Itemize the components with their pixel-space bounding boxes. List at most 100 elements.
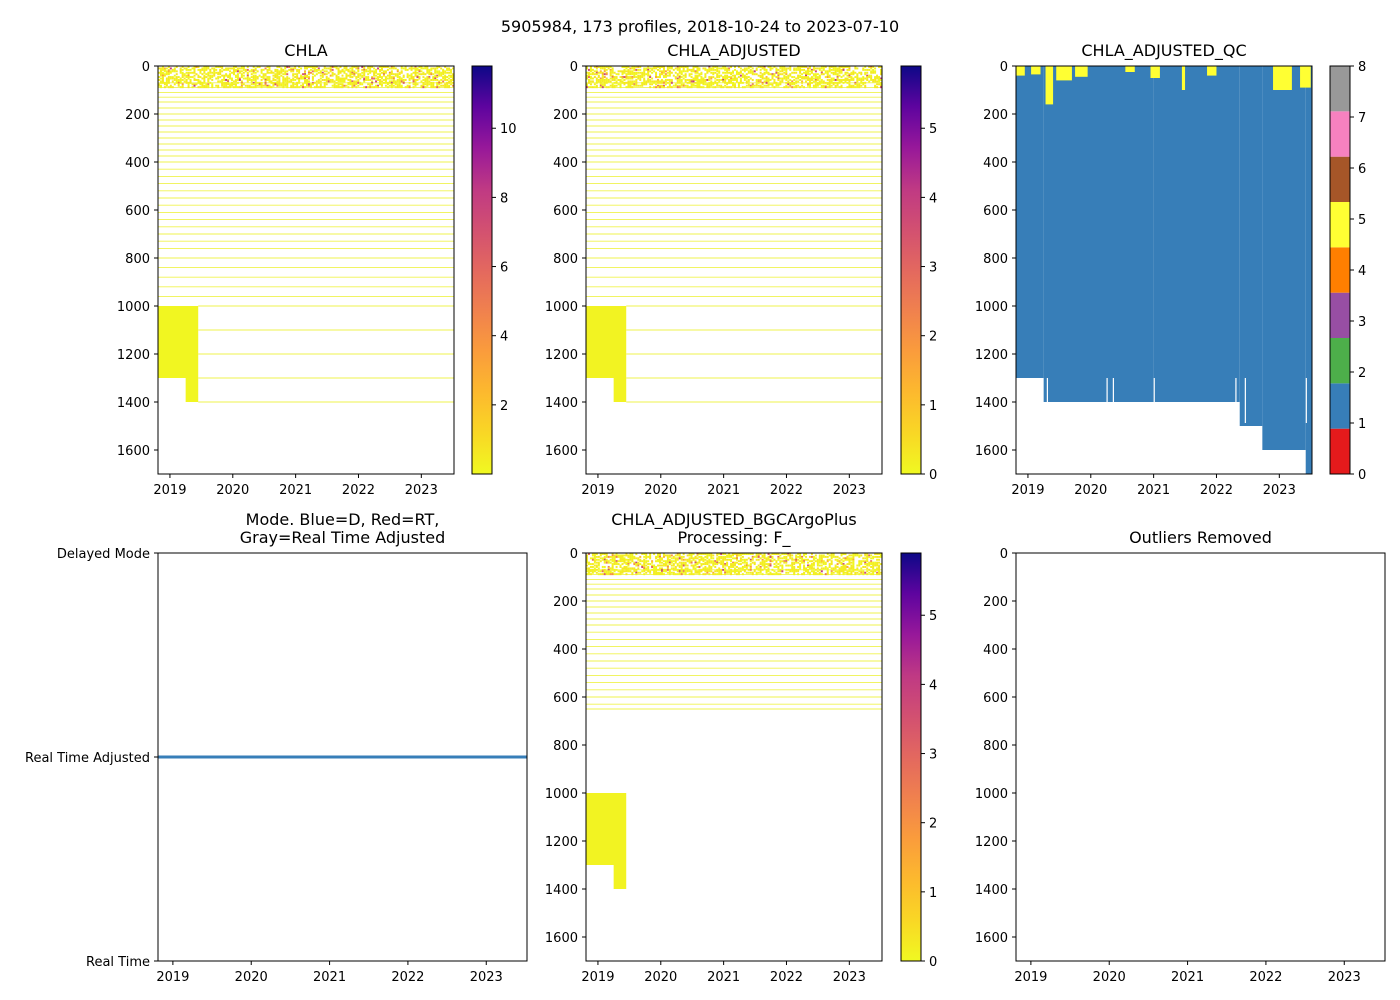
heatmap-cell bbox=[791, 570, 794, 573]
heatmap-cell bbox=[769, 68, 772, 71]
heatmap-cell bbox=[718, 555, 721, 558]
heatmap-cell bbox=[722, 564, 725, 567]
heatmap-cell bbox=[181, 84, 184, 87]
heatmap-cell bbox=[197, 78, 200, 81]
heatmap-cell bbox=[223, 84, 226, 87]
heatmap-cell bbox=[611, 563, 614, 566]
heatmap-cell bbox=[637, 558, 640, 561]
heatmap-cell bbox=[876, 563, 879, 566]
heatmap-cell bbox=[812, 558, 815, 561]
heatmap-cell bbox=[866, 570, 869, 573]
heatmap-cell bbox=[418, 66, 421, 68]
heatmap-cell bbox=[631, 77, 634, 80]
heatmap-cell bbox=[635, 557, 638, 560]
heatmap-cell bbox=[834, 81, 837, 84]
heatmap-cell bbox=[714, 565, 717, 568]
heatmap-cell bbox=[262, 77, 265, 80]
heatmap-cell bbox=[187, 83, 190, 86]
heatmap-cell bbox=[826, 83, 829, 86]
heatmap-cell bbox=[747, 66, 750, 68]
heatmap-cell bbox=[812, 73, 815, 76]
heatmap-cell bbox=[175, 73, 178, 76]
heatmap-cell bbox=[635, 553, 638, 555]
heatmap-cell bbox=[838, 70, 841, 73]
heatmap-cell bbox=[635, 73, 638, 76]
heatmap-cell bbox=[680, 73, 683, 76]
heatmap-cell bbox=[735, 73, 738, 76]
heatmap-cell bbox=[688, 568, 691, 571]
heatmap-cell bbox=[795, 71, 798, 74]
heatmap-cell bbox=[690, 560, 693, 563]
heatmap-cell bbox=[631, 70, 634, 73]
heatmap-cell bbox=[826, 73, 829, 76]
heatmap-cell bbox=[262, 84, 265, 87]
y-tick-label: 1600 bbox=[545, 931, 578, 946]
heatmap-cell bbox=[278, 66, 281, 68]
heatmap-cell bbox=[712, 560, 715, 563]
heatmap-cell bbox=[840, 554, 843, 557]
heatmap-cell bbox=[710, 554, 713, 557]
heatmap-cell bbox=[363, 80, 366, 83]
heatmap-cell bbox=[292, 83, 295, 86]
heatmap-cell bbox=[696, 557, 699, 560]
heatmap-cell bbox=[662, 68, 665, 71]
heatmap-cell bbox=[284, 66, 287, 68]
heatmap-cell bbox=[852, 71, 855, 74]
heatmap-cell bbox=[635, 568, 638, 571]
heatmap-cell bbox=[599, 573, 602, 576]
heatmap-cell bbox=[726, 564, 729, 567]
heatmap-cell bbox=[355, 76, 358, 79]
heatmap-cell bbox=[876, 568, 879, 571]
heatmap-cell bbox=[659, 554, 661, 557]
heatmap-cell bbox=[586, 86, 588, 89]
heatmap-cell bbox=[666, 557, 669, 560]
heatmap-cell bbox=[605, 81, 608, 84]
heatmap-cell bbox=[808, 84, 811, 87]
heatmap-cell bbox=[688, 78, 691, 81]
heatmap-cell bbox=[274, 81, 277, 84]
heatmap-cell bbox=[830, 573, 833, 576]
heatmap-cell bbox=[690, 80, 693, 83]
heatmap-cell bbox=[850, 71, 853, 74]
heatmap-cell bbox=[868, 554, 871, 557]
colorbar-tick-label: 1 bbox=[929, 886, 937, 901]
heatmap-cell bbox=[666, 68, 669, 71]
heatmap-cell bbox=[392, 84, 395, 87]
heatmap-cell bbox=[726, 67, 729, 70]
heatmap-cell bbox=[603, 73, 606, 76]
heatmap-cell bbox=[678, 67, 681, 70]
heatmap-cell bbox=[367, 76, 370, 79]
heatmap-cell bbox=[700, 71, 703, 74]
heatmap-cell bbox=[591, 77, 594, 80]
heatmap-cell bbox=[676, 80, 679, 83]
heatmap-cell bbox=[803, 567, 806, 570]
heatmap-cell bbox=[159, 70, 162, 73]
heatmap-cell bbox=[607, 568, 610, 571]
qc5-bar bbox=[1300, 66, 1311, 88]
heatmap-cell bbox=[662, 563, 665, 566]
heatmap-cell bbox=[880, 70, 882, 73]
heatmap-cell bbox=[852, 84, 855, 87]
heatmap-cell bbox=[848, 554, 851, 557]
heatmap-cell bbox=[759, 561, 762, 564]
y-tick-label: 1400 bbox=[975, 396, 1008, 411]
heatmap-cell bbox=[702, 557, 705, 560]
heatmap-cell bbox=[783, 86, 786, 89]
heatmap-cell bbox=[739, 557, 742, 560]
heatmap-cell bbox=[595, 81, 598, 84]
heatmap-cell bbox=[367, 86, 370, 89]
heatmap-cell bbox=[726, 570, 729, 573]
heatmap-cell bbox=[824, 66, 827, 68]
heatmap-cell bbox=[641, 565, 644, 568]
heatmap-cell bbox=[716, 558, 719, 561]
heatmap-cell bbox=[266, 84, 269, 87]
heatmap-cell bbox=[834, 66, 837, 68]
heatmap-cell bbox=[400, 67, 403, 70]
heatmap-cell bbox=[262, 73, 265, 76]
heatmap-cell bbox=[408, 67, 411, 70]
heatmap-cell bbox=[745, 84, 748, 87]
heatmap-cell bbox=[595, 565, 598, 568]
heatmap-cell bbox=[836, 68, 839, 71]
heatmap-cell bbox=[741, 553, 744, 555]
heatmap-cell bbox=[264, 73, 267, 76]
